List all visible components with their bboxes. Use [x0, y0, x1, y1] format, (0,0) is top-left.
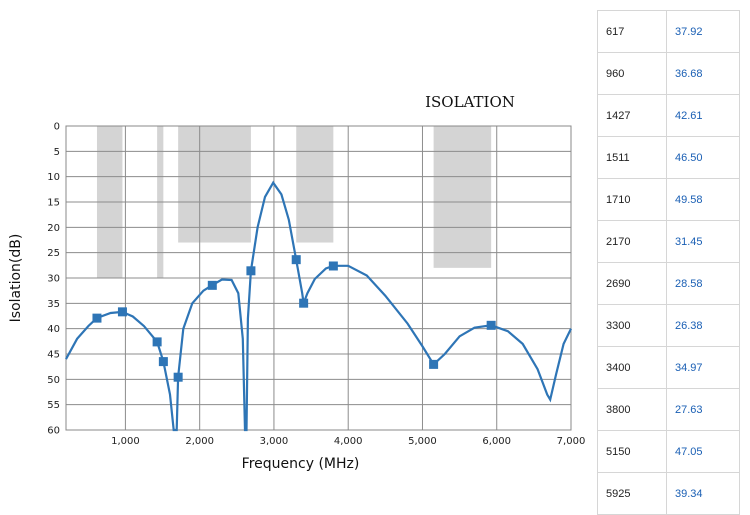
frequency-cell: 5925: [597, 472, 667, 515]
y-tick-label: 55: [47, 400, 60, 411]
limit-band: [178, 126, 251, 243]
data-point: [92, 313, 102, 323]
data-table-body: 617 37.92 960 36.68 1427 42.61 1511 46.50 1710 49…: [597, 10, 740, 515]
isolation-cell: 37.92: [666, 10, 740, 53]
y-tick-label: 0: [54, 122, 60, 133]
y-tick-group: 0 5 10 15 20 25 30 35 40 45 50 55 60: [47, 122, 60, 437]
frequency-cell: 2170: [597, 220, 667, 263]
isolation-cell: 26.38: [666, 304, 740, 347]
table-row: 617 37.92: [597, 10, 740, 53]
y-tick-label: 30: [47, 274, 60, 285]
x-tick-label: 2,000: [185, 436, 214, 447]
frequency-cell: 5150: [597, 430, 667, 473]
series-line: [65, 180, 572, 432]
y-tick-label: 40: [47, 324, 60, 335]
x-tick-label: 6,000: [482, 436, 511, 447]
frequency-cell: 2690: [597, 262, 667, 305]
y-tick-label: 50: [47, 375, 60, 386]
data-point: [117, 307, 127, 317]
marker-group: [92, 255, 496, 382]
x-axis-title: Frequency (MHz): [242, 456, 360, 472]
frequency-cell: 3300: [597, 304, 667, 347]
isolation-cell: 42.61: [666, 94, 740, 137]
data-point: [299, 298, 309, 308]
x-tick-label: 3,000: [260, 436, 289, 447]
x-tick-group: 1,000 2,000 3,000 4,000 5,000 6,000 7,000: [111, 436, 585, 447]
frequency-cell: 3800: [597, 388, 667, 431]
table-row: 3400 34.97: [597, 346, 740, 389]
table-row: 3800 27.63: [597, 388, 740, 431]
table-row: 960 36.68: [597, 52, 740, 95]
isolation-cell: 49.58: [666, 178, 740, 221]
y-tick-label: 10: [47, 172, 60, 183]
isolation-cell: 31.45: [666, 220, 740, 263]
chart-title: ISOLATION: [425, 93, 515, 111]
table-row: 3300 26.38: [597, 304, 740, 347]
x-tick-label: 7,000: [557, 436, 586, 447]
frequency-cell: 1511: [597, 136, 667, 179]
frequency-cell: 960: [597, 52, 667, 95]
limit-band: [433, 126, 492, 268]
frequency-cell: 1710: [597, 178, 667, 221]
frequency-cell: 1427: [597, 94, 667, 137]
data-point: [291, 255, 301, 265]
frequency-cell: 617: [597, 10, 667, 53]
data-point: [246, 266, 256, 276]
x-tick-label: 4,000: [334, 436, 363, 447]
frequency-cell: 3400: [597, 346, 667, 389]
y-axis-title: Isolation(dB): [8, 234, 24, 323]
table-row: 5150 47.05: [597, 430, 740, 473]
data-table: 617 37.92 960 36.68 1427 42.61 1511 46.50 1710 49…: [597, 10, 740, 515]
y-tick-label: 15: [47, 198, 60, 209]
table-row: 1511 46.50: [597, 136, 740, 179]
table-row: 2170 31.45: [597, 220, 740, 263]
x-tick-label: 1,000: [111, 436, 140, 447]
isolation-cell: 47.05: [666, 430, 740, 473]
isolation-cell: 36.68: [666, 52, 740, 95]
table-row: 1710 49.58: [597, 178, 740, 221]
data-point: [429, 359, 439, 369]
isolation-cell: 28.58: [666, 262, 740, 305]
x-tick-label: 5,000: [408, 436, 437, 447]
data-point: [328, 261, 338, 271]
y-tick-label: 25: [47, 248, 60, 259]
table-row: 1427 42.61: [597, 94, 740, 137]
plot-frame: [65, 125, 572, 431]
y-tick-label: 45: [47, 350, 60, 361]
y-tick-label: 5: [54, 147, 60, 158]
data-point: [158, 357, 168, 367]
data-point: [152, 337, 162, 347]
y-tick-label: 35: [47, 299, 60, 310]
data-point: [173, 372, 183, 382]
isolation-chart: 0 5 10 15 20 25 30 35 40 45 50 55 60 1,000 2,000 3,000…: [8, 93, 585, 472]
y-tick-label: 20: [47, 223, 60, 234]
data-point: [207, 280, 217, 290]
isolation-cell: 27.63: [666, 388, 740, 431]
isolation-cell: 34.97: [666, 346, 740, 389]
isolation-cell: 46.50: [666, 136, 740, 179]
limit-band: [296, 126, 334, 243]
y-tick-label: 60: [47, 426, 60, 437]
data-point: [486, 320, 496, 330]
table-row: 5925 39.34: [597, 472, 740, 515]
isolation-cell: 39.34: [666, 472, 740, 515]
table-row: 2690 28.58: [597, 262, 740, 305]
